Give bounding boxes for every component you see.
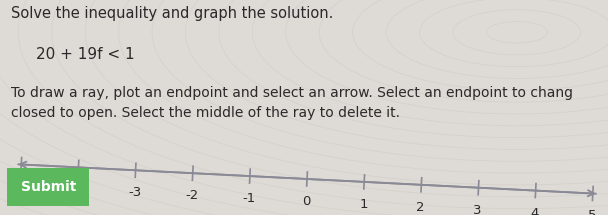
Text: 1: 1 — [359, 198, 368, 211]
Text: Solve the inequality and graph the solution.: Solve the inequality and graph the solut… — [11, 6, 333, 22]
Text: -1: -1 — [243, 192, 256, 205]
Text: To draw a ray, plot an endpoint and select an arrow. Select an endpoint to chang: To draw a ray, plot an endpoint and sele… — [11, 86, 573, 120]
Text: 3: 3 — [474, 204, 482, 215]
Text: -3: -3 — [128, 186, 142, 199]
Text: -2: -2 — [185, 189, 199, 202]
Text: 5: 5 — [588, 209, 596, 215]
Text: -5: -5 — [14, 180, 27, 194]
Text: 20 + 19f < 1: 20 + 19f < 1 — [36, 47, 135, 62]
FancyBboxPatch shape — [2, 165, 94, 209]
Text: Submit: Submit — [21, 180, 76, 194]
Text: 2: 2 — [416, 201, 425, 214]
Text: -4: -4 — [71, 183, 84, 196]
Text: 0: 0 — [302, 195, 311, 208]
Text: 4: 4 — [531, 207, 539, 215]
